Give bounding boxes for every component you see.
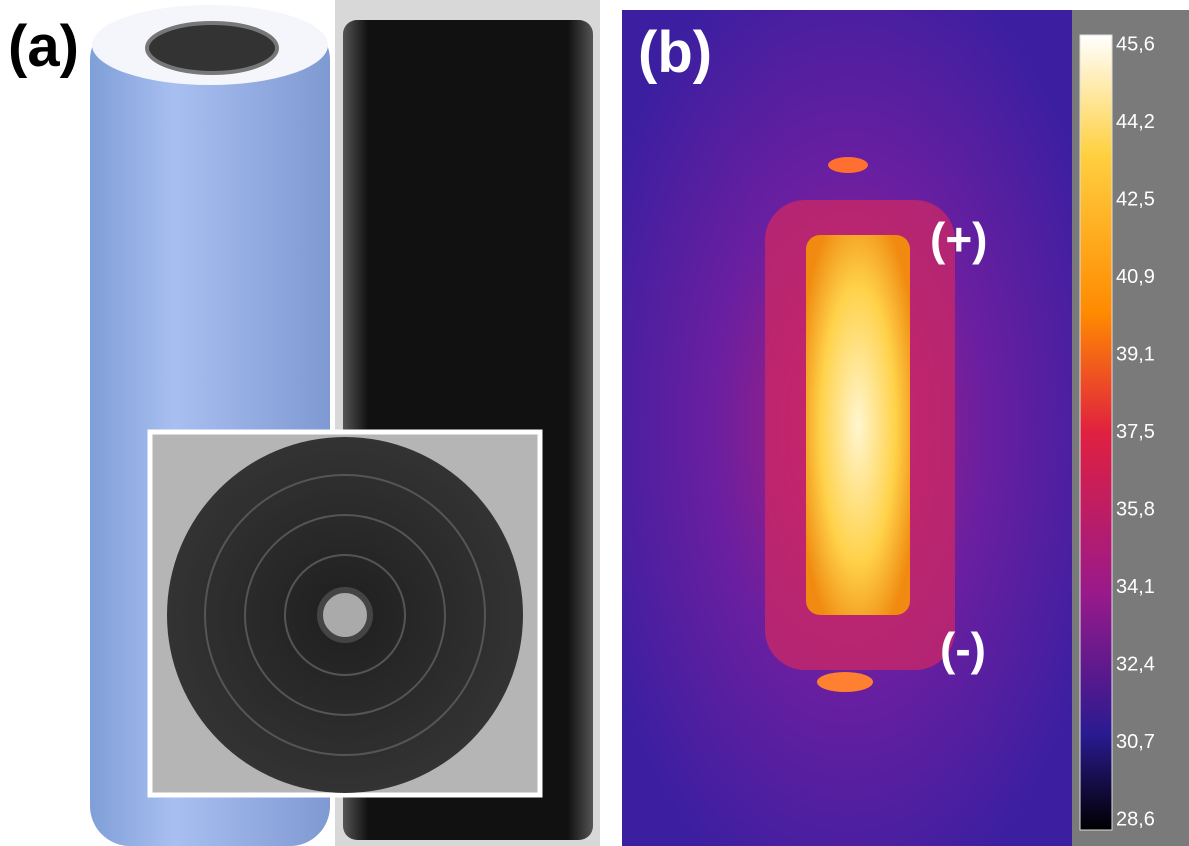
figure: (a) (b) (+) (-) 45,6 44,2 42,5 40,9 39,1 37,5…: [0, 0, 1189, 846]
colorbar-label: 28,6: [1116, 808, 1155, 830]
colorbar-label: 32,4: [1116, 653, 1155, 675]
colorbar-label: 44,2: [1116, 111, 1155, 133]
colorbar-label: 45,6: [1116, 33, 1155, 55]
hot-cell: [806, 235, 910, 615]
colorbar-label: 37,5: [1116, 421, 1155, 443]
panel-label: (b): [638, 20, 712, 85]
colorbar-label: 35,8: [1116, 498, 1155, 520]
colorbar-label: 34,1: [1116, 576, 1155, 598]
colorbar: [1080, 35, 1112, 830]
cell-cap: [147, 23, 277, 73]
colorbar-label: 40,9: [1116, 266, 1155, 288]
panel-label: (a): [8, 14, 79, 79]
colorbar-label: 42,5: [1116, 188, 1155, 210]
polarity-label: (-): [940, 623, 986, 675]
polarity-label: (+): [930, 213, 988, 265]
colorbar-label: 39,1: [1116, 343, 1155, 365]
colorbar-label: 30,7: [1116, 731, 1155, 753]
